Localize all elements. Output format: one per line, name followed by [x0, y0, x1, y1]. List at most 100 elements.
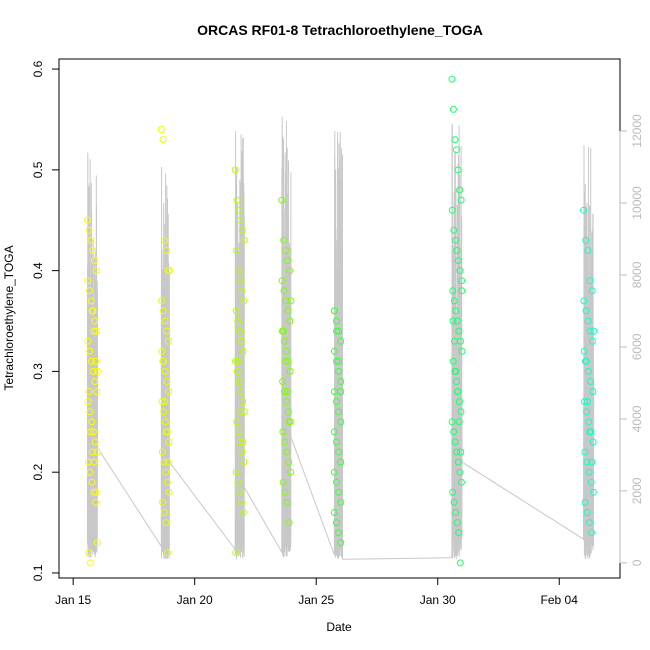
data-point	[285, 418, 293, 426]
data-point	[587, 378, 595, 385]
data-point	[162, 247, 170, 254]
data-point	[165, 267, 173, 275]
data-point	[281, 488, 289, 496]
y-tick-label: 0.2	[31, 464, 45, 481]
data-point	[159, 498, 166, 506]
data-point	[93, 448, 101, 456]
data-point	[585, 468, 593, 476]
y-axis: 0.1 0.2 0.3 0.4 0.5 0.6	[31, 60, 60, 581]
altitude-trace-segment	[169, 130, 245, 560]
data-point	[234, 317, 242, 325]
data-point	[456, 267, 464, 275]
data-point	[161, 317, 169, 325]
data-point	[333, 398, 340, 406]
altitude-trace-segment	[97, 166, 170, 560]
data-point	[84, 398, 92, 406]
y-tick-label: 0.6	[31, 60, 45, 77]
data-point	[87, 297, 95, 305]
data-point	[337, 337, 345, 345]
data-point	[162, 428, 170, 436]
data-point	[281, 357, 289, 365]
data-point	[238, 287, 246, 295]
data-point	[580, 297, 588, 305]
data-point	[162, 519, 170, 527]
chart-title: ORCAS RF01-8 Tetrachloroethylene_TOGA	[197, 22, 483, 38]
x-tick-label: Jan 15	[55, 593, 91, 607]
data-point	[284, 357, 292, 365]
x-tick-label: Feb 04	[541, 593, 579, 607]
data-point	[582, 236, 590, 244]
data-point	[455, 529, 463, 537]
data-point	[282, 297, 290, 305]
data-point	[280, 236, 288, 244]
data-points	[83, 75, 598, 567]
data-point	[87, 428, 95, 436]
data-point	[457, 448, 465, 456]
data-point	[586, 327, 594, 335]
altitude-trace-segment	[86, 152, 98, 558]
data-point	[92, 267, 100, 275]
data-point	[90, 257, 98, 265]
data-point	[284, 257, 292, 265]
data-point	[583, 408, 591, 416]
secondary-y-tick-label: 10000	[630, 186, 644, 220]
data-point	[160, 509, 168, 516]
y-tick-label: 0.1	[31, 564, 45, 581]
data-point	[237, 216, 244, 224]
data-point	[581, 498, 589, 506]
data-point	[159, 136, 167, 144]
y-tick-label: 0.3	[31, 363, 45, 380]
data-point	[282, 247, 290, 254]
data-point	[158, 347, 166, 355]
data-point	[584, 247, 592, 254]
data-point	[588, 458, 596, 466]
data-point	[590, 327, 598, 335]
data-point	[455, 327, 463, 335]
data-point	[279, 378, 287, 385]
data-point	[239, 509, 247, 516]
data-point	[588, 287, 596, 295]
data-point	[335, 408, 343, 416]
data-point	[580, 206, 587, 214]
data-point	[165, 488, 173, 496]
data-point	[86, 347, 94, 355]
data-point	[337, 378, 345, 385]
data-point	[457, 408, 465, 416]
x-tick-label: Jan 30	[420, 593, 456, 607]
x-tick-label: Jan 20	[177, 593, 213, 607]
data-point	[583, 509, 591, 516]
data-point	[160, 458, 168, 466]
data-point	[88, 478, 96, 486]
y-tick-label: 0.4	[31, 262, 45, 279]
data-point	[157, 126, 165, 133]
data-point	[337, 498, 345, 506]
data-point	[280, 287, 288, 295]
data-point	[165, 388, 173, 396]
data-point	[163, 478, 171, 486]
data-point	[281, 438, 289, 446]
data-point	[93, 327, 100, 335]
data-point	[236, 438, 244, 446]
data-point	[94, 367, 101, 375]
data-point	[240, 236, 248, 244]
data-point	[164, 337, 172, 345]
data-point	[88, 307, 96, 315]
data-point	[587, 478, 595, 486]
data-point	[330, 428, 338, 436]
data-point	[240, 408, 248, 416]
data-point	[451, 438, 459, 446]
data-point	[455, 418, 463, 426]
data-point	[91, 317, 99, 325]
altitude-trace-segment	[461, 145, 595, 560]
data-point	[456, 559, 464, 567]
data-point	[237, 388, 245, 396]
y-axis-label: Tetrachloroethylene_TOGA	[2, 245, 16, 390]
data-point	[452, 378, 460, 385]
data-point	[453, 519, 461, 527]
data-point	[458, 347, 466, 355]
data-point	[165, 438, 173, 446]
data-point	[451, 337, 458, 345]
data-point	[585, 519, 593, 527]
data-point	[234, 478, 242, 486]
data-point	[584, 317, 592, 325]
